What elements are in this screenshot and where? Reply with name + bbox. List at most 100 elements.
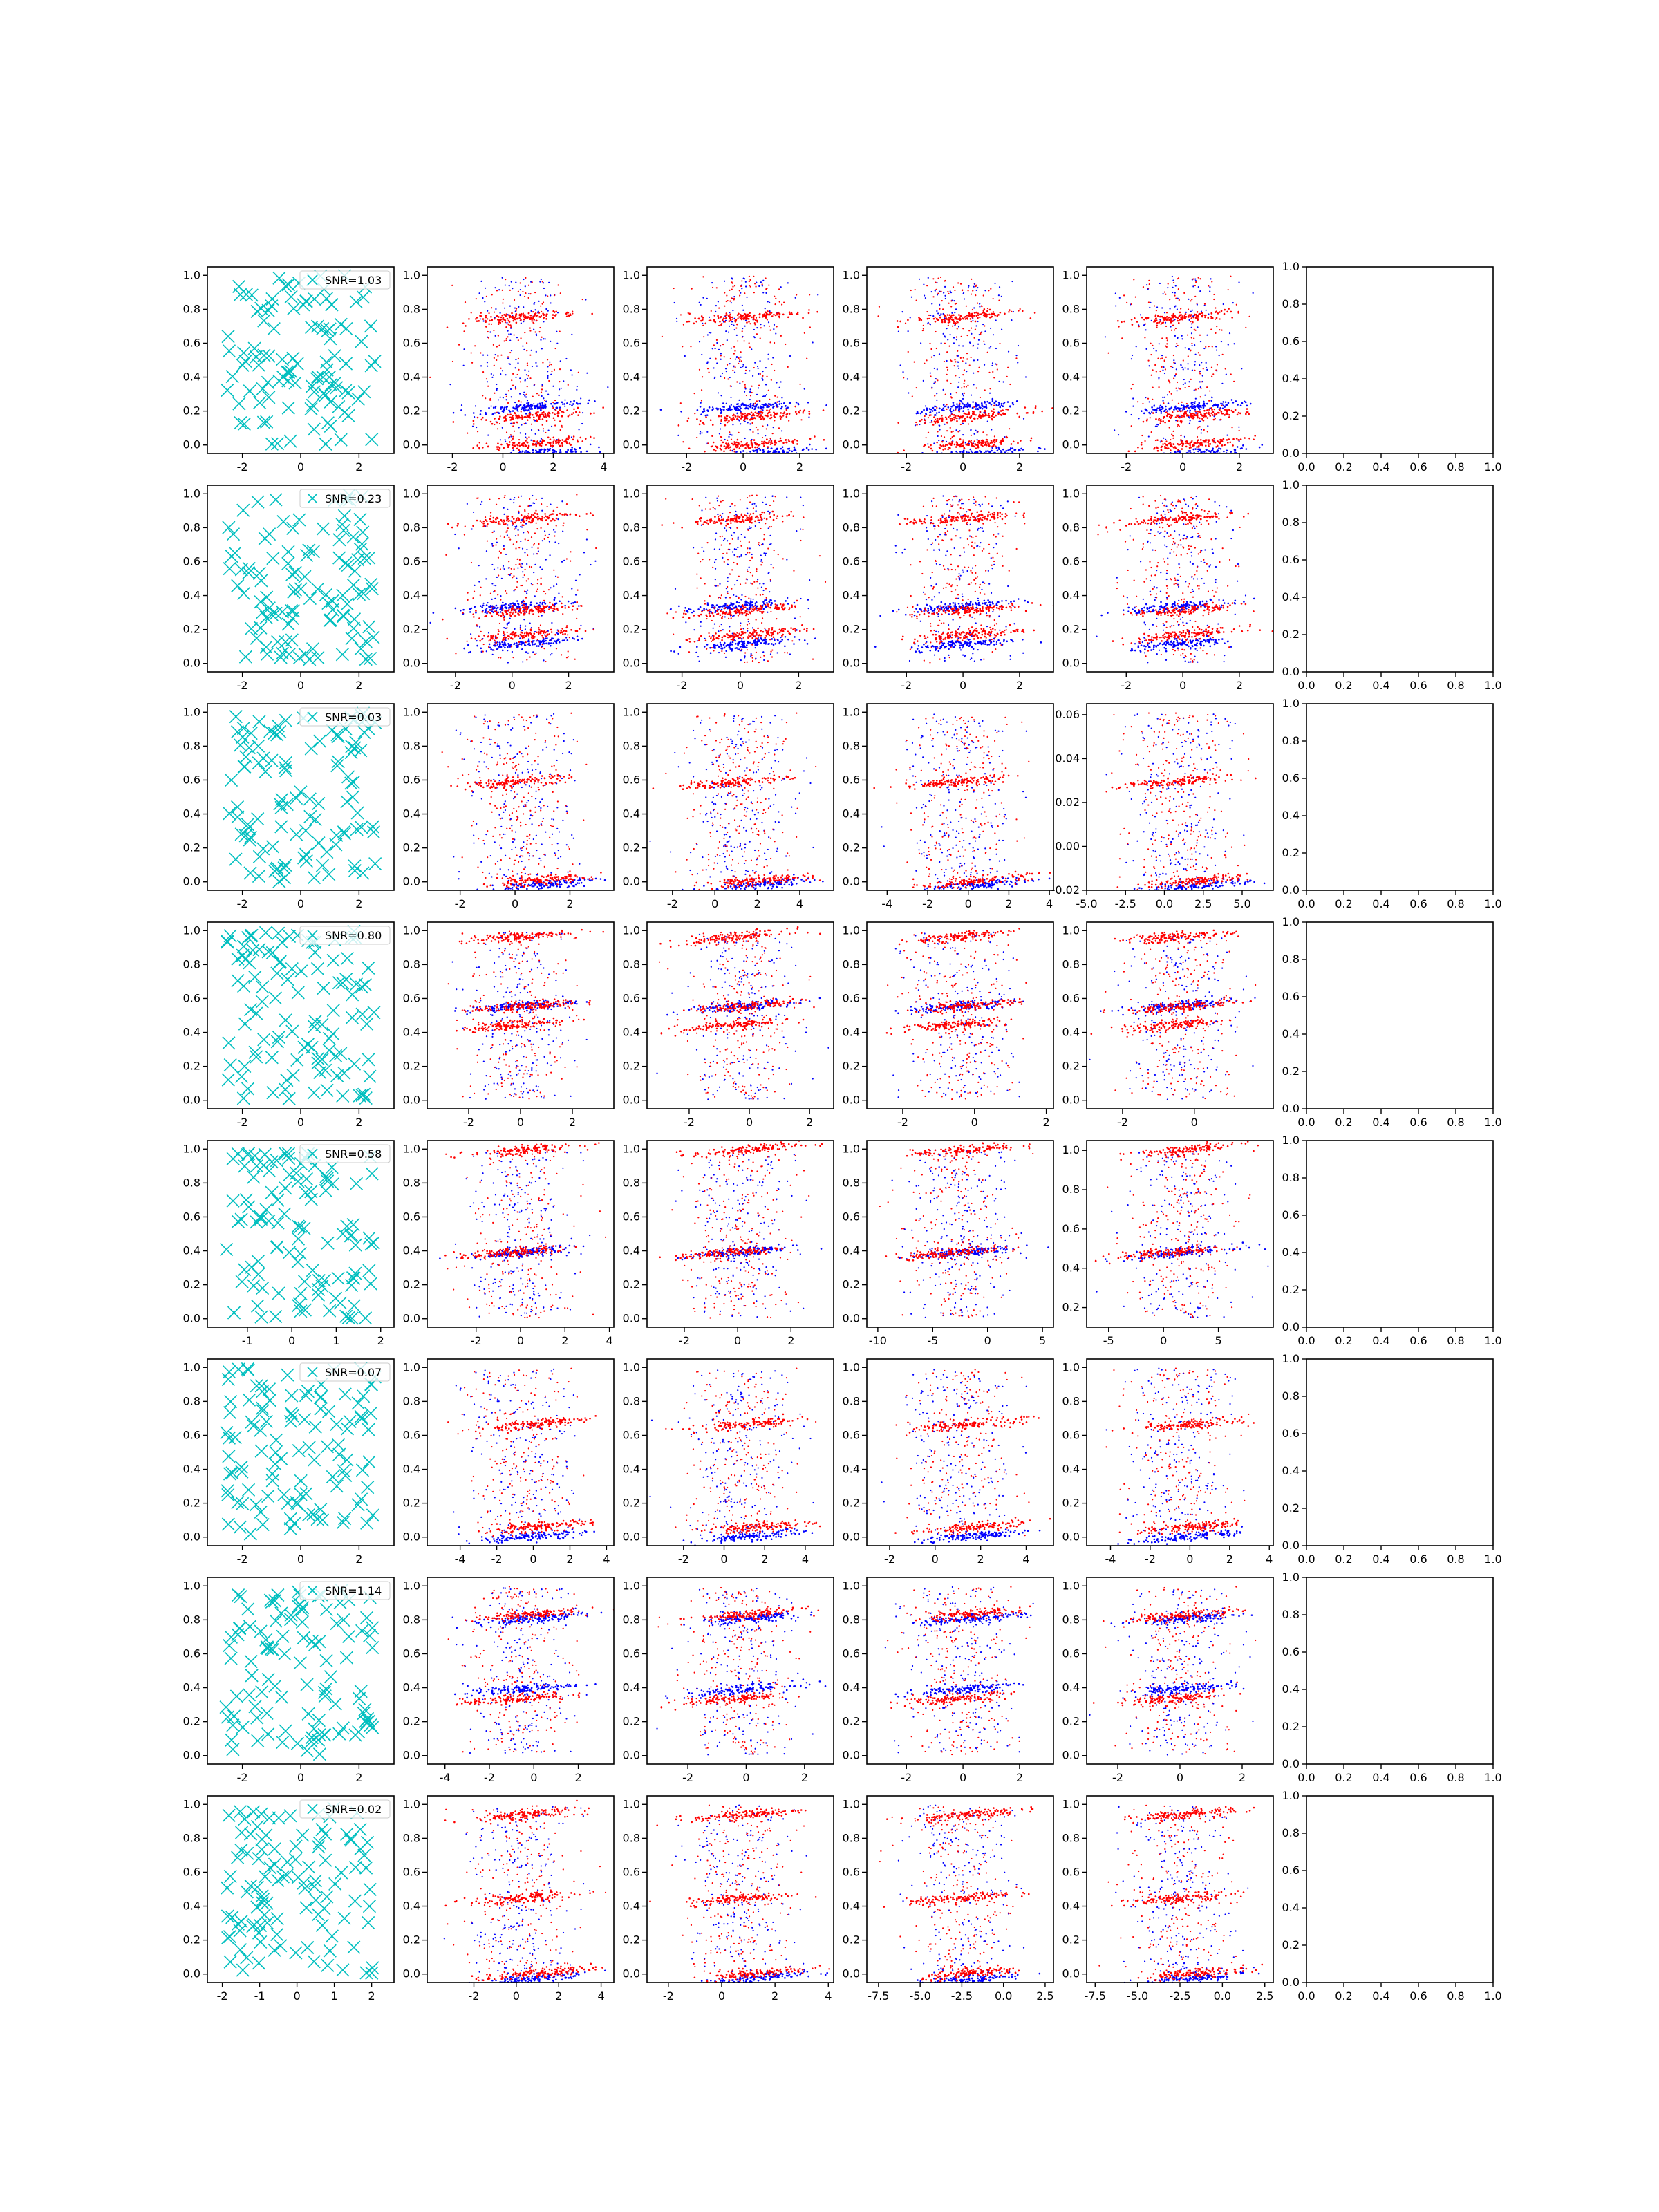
red-point xyxy=(543,317,545,319)
blue-point xyxy=(729,376,731,379)
blue-point xyxy=(1188,406,1190,409)
red-point xyxy=(950,314,953,317)
red-point xyxy=(524,568,526,570)
blue-point xyxy=(581,412,584,414)
red-point xyxy=(1170,393,1172,395)
blue-point xyxy=(947,339,949,341)
red-point xyxy=(1245,411,1248,413)
blue-point xyxy=(1189,449,1191,452)
marker-x-point xyxy=(281,401,295,415)
red-point xyxy=(747,318,750,320)
blue-point xyxy=(673,301,675,304)
red-point xyxy=(1228,409,1230,411)
red-point xyxy=(1197,317,1199,320)
red-point xyxy=(523,318,525,321)
red-point xyxy=(748,315,751,317)
blue-point xyxy=(522,345,524,347)
red-point xyxy=(713,315,716,317)
blue-point xyxy=(950,451,953,453)
red-point xyxy=(545,318,547,320)
blue-point xyxy=(1242,444,1244,447)
plot-area xyxy=(221,269,382,451)
red-point xyxy=(753,414,756,417)
blue-point xyxy=(761,377,763,379)
red-point xyxy=(990,316,993,318)
red-point xyxy=(1164,442,1166,445)
blue-point xyxy=(950,407,952,410)
blue-point xyxy=(736,412,738,415)
red-point xyxy=(946,404,948,406)
red-point xyxy=(1171,445,1173,448)
red-point xyxy=(1174,294,1176,297)
blue-point xyxy=(1203,304,1206,306)
red-point xyxy=(1152,369,1154,371)
blue-point xyxy=(493,584,495,587)
red-point xyxy=(557,442,560,445)
red-point xyxy=(725,417,727,420)
red-point xyxy=(1227,288,1229,291)
red-point xyxy=(730,418,732,420)
blue-point xyxy=(554,531,556,533)
red-point xyxy=(1222,438,1225,440)
red-point xyxy=(556,441,559,444)
blue-point xyxy=(1174,406,1177,409)
red-point xyxy=(1181,318,1183,320)
red-point xyxy=(513,317,516,319)
red-point xyxy=(950,382,952,385)
red-point xyxy=(774,303,776,306)
marker-x-point xyxy=(260,647,274,661)
red-point xyxy=(950,418,952,420)
red-point xyxy=(470,312,472,314)
red-point xyxy=(555,525,557,527)
red-point xyxy=(738,442,740,444)
red-point xyxy=(711,286,714,289)
red-point xyxy=(768,411,771,413)
red-point xyxy=(989,442,992,444)
legend: SNR=0.23 xyxy=(299,489,391,508)
red-point xyxy=(988,414,991,417)
red-point xyxy=(554,535,556,537)
red-point xyxy=(499,606,501,608)
red-point xyxy=(979,396,982,399)
marker-x-point xyxy=(254,301,268,315)
blue-point xyxy=(747,404,749,407)
red-point xyxy=(1177,416,1180,418)
red-point xyxy=(924,415,926,418)
red-point xyxy=(1004,413,1006,415)
red-point xyxy=(510,568,512,570)
red-point xyxy=(541,424,543,426)
marker-x-point xyxy=(319,437,332,451)
marker-x-point xyxy=(364,652,377,666)
blue-point xyxy=(556,312,559,314)
red-point xyxy=(719,345,722,347)
blue-point xyxy=(720,395,722,397)
marker-x-point xyxy=(335,648,349,662)
blue-point xyxy=(1190,454,1192,456)
red-point xyxy=(911,395,913,397)
blue-point xyxy=(1163,366,1165,368)
red-point xyxy=(928,314,930,317)
marker-x-point xyxy=(237,586,251,601)
red-point xyxy=(521,414,523,417)
red-point xyxy=(1168,319,1170,321)
red-point xyxy=(986,434,988,436)
blue-point xyxy=(524,451,526,453)
red-point xyxy=(942,445,945,448)
red-point xyxy=(732,285,734,288)
red-point xyxy=(1033,312,1036,314)
red-point xyxy=(538,394,540,396)
red-point xyxy=(708,319,711,322)
blue-point xyxy=(532,456,534,458)
red-point xyxy=(1211,439,1214,441)
blue-point xyxy=(579,447,581,449)
red-point xyxy=(1194,317,1197,319)
red-point xyxy=(474,318,477,320)
blue-point xyxy=(922,379,924,382)
red-point xyxy=(1161,357,1163,359)
blue-point xyxy=(485,650,487,653)
red-point xyxy=(752,317,755,319)
blue-point xyxy=(534,420,536,422)
red-point xyxy=(521,415,524,418)
red-point xyxy=(968,364,971,366)
red-point xyxy=(753,275,755,277)
